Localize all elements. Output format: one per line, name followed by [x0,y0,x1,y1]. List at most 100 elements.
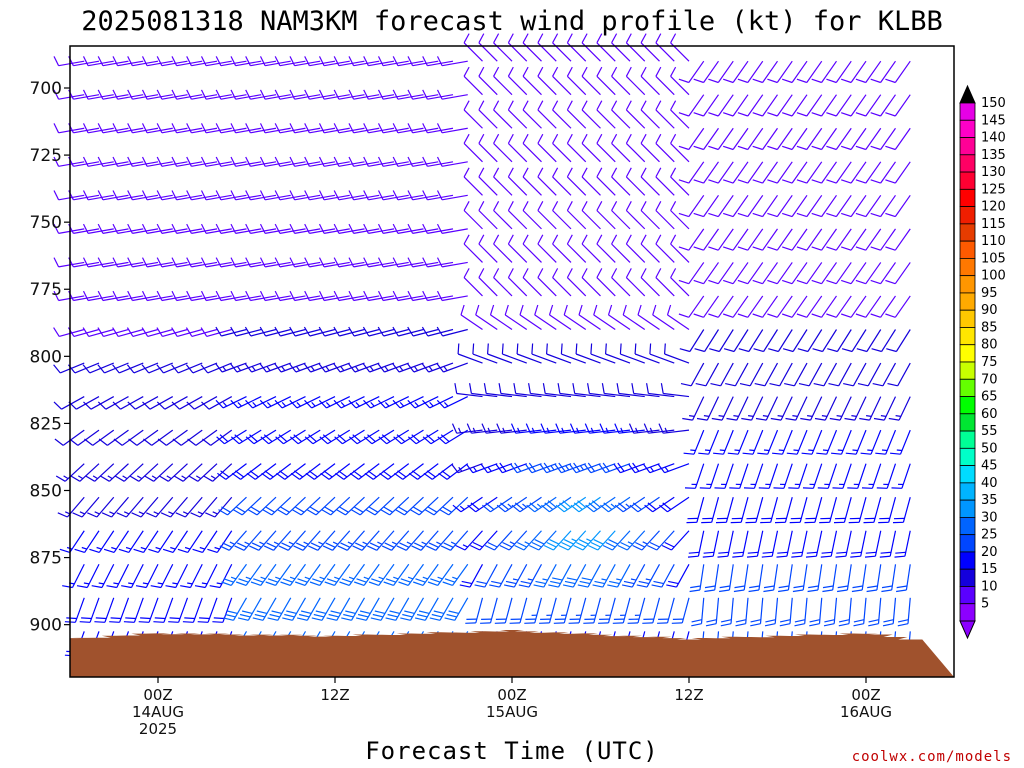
wind-barb [215,396,247,409]
wind-barb [230,396,262,409]
wind-barb [423,463,454,480]
wind-barb [569,462,601,474]
wind-barb [422,223,454,234]
wind-barb [215,190,247,201]
wind-barb [735,597,749,627]
wind-barb [876,463,897,489]
wind-barb [644,496,675,513]
wind-barb [596,268,616,297]
wind-barb [422,396,454,409]
wind-barb [763,564,779,593]
wind-barb [84,429,115,446]
wind-barb [109,597,130,623]
wind-barb [738,329,764,353]
wind-barb [138,597,159,623]
wind-barb [274,223,306,234]
wind-barb [339,563,365,586]
wind-barb [103,530,129,553]
colorbar-label: 135 [981,148,1006,163]
credit-text[interactable]: coolwx.com/models [852,749,1012,765]
wind-barb [407,123,439,134]
wind-barb [215,156,247,167]
colorbar-swatch [959,240,976,259]
y-axis: 700 725 750 775 800 825 850 875 900 [30,79,70,636]
wind-barb [764,597,779,627]
wind-barb [97,56,129,67]
wind-barb [758,463,779,489]
y-tick-label: 900 [30,616,62,636]
colorbar-swatch [959,257,976,277]
wind-barb [750,597,764,627]
wind-barb [348,123,380,134]
wind-barb [812,329,838,353]
wind-barb [807,564,823,593]
wind-barb [709,329,734,353]
wind-barb [259,223,291,234]
wind-barb [186,223,218,234]
wind-barb [76,564,100,589]
wind-barb [414,597,439,621]
wind-barb [507,201,528,230]
wind-barb [496,423,527,434]
wind-barb [596,133,616,163]
wind-barb [678,295,705,318]
wind-barb [885,228,911,251]
wind-barb [474,563,498,588]
wind-barb [552,167,572,196]
wind-barb [619,343,645,364]
wind-barb [289,429,321,445]
wind-barb [570,496,601,513]
wind-barb [826,127,852,151]
wind-barb [275,429,306,445]
wind-barb [259,123,291,134]
wind-barb [879,530,897,558]
wind-barb [841,127,867,151]
wind-barb [197,597,218,623]
wind-barb [782,295,808,318]
wind-barb [457,343,483,364]
wind-barb [811,94,837,117]
wind-barb [249,530,277,551]
wind-barb [127,89,159,100]
wind-barb [135,564,159,589]
wind-barb [245,429,277,445]
wind-barb [126,362,159,374]
wind-barb [588,530,616,551]
wind-barb [127,123,159,134]
wind-barb [841,262,867,285]
wind-barb [507,167,528,196]
wind-barb [156,123,188,134]
wind-barb [649,343,675,364]
wind-barb [885,161,911,184]
wind-barb [186,190,218,201]
wind-barb [832,463,852,489]
wind-barb [584,462,616,474]
wind-barb [708,295,734,318]
wind-barb [817,463,838,489]
wind-barb [642,597,661,624]
colorbar-swatch [959,586,976,605]
wind-barb [114,463,144,482]
wind-barb [694,329,720,353]
colorbar-top-arrow [959,84,976,104]
wind-barb [207,530,233,553]
wind-barb [422,123,454,134]
wind-barb [560,343,586,364]
wind-barb [767,94,793,117]
wind-barb [826,60,852,84]
wind-barb [348,257,380,268]
wind-barb [796,295,823,318]
wind-barb [507,133,528,163]
wind-barb [755,396,779,421]
wind-barb [392,123,424,134]
colorbar-label: 95 [981,286,998,301]
wind-barb [380,496,410,516]
wind-barb [289,362,321,373]
wind-barb [318,123,350,134]
wind-barb [841,94,867,117]
colorbar-label: 70 [981,372,998,387]
wind-barb [507,66,528,96]
wind-barb [186,156,218,167]
wind-barb [678,161,705,184]
wind-barb [693,161,719,184]
